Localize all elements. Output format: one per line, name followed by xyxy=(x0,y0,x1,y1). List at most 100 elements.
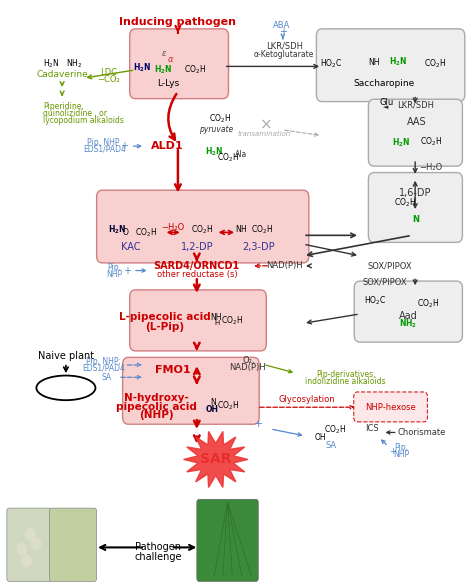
Text: ALD1: ALD1 xyxy=(151,141,183,151)
Text: $\mathbf{H_2N}$: $\mathbf{H_2N}$ xyxy=(389,55,407,68)
Text: other reductase (s): other reductase (s) xyxy=(156,269,237,279)
FancyBboxPatch shape xyxy=(97,190,309,263)
FancyBboxPatch shape xyxy=(130,29,228,99)
Text: −H₂O: −H₂O xyxy=(161,223,184,232)
Text: NH: NH xyxy=(210,313,222,322)
Text: $\mathbf{H_2N}$: $\mathbf{H_2N}$ xyxy=(392,137,410,149)
Text: 2,3-DP: 2,3-DP xyxy=(242,242,274,252)
Text: 1,2-DP: 1,2-DP xyxy=(181,242,213,252)
FancyBboxPatch shape xyxy=(368,99,463,166)
Text: 1,6-DP: 1,6-DP xyxy=(400,188,432,198)
Text: CO$_2$H: CO$_2$H xyxy=(184,64,206,76)
Text: HO$_2$C: HO$_2$C xyxy=(320,57,343,70)
Text: pyruvate: pyruvate xyxy=(199,125,233,134)
Text: Pip-derivatives,: Pip-derivatives, xyxy=(316,370,375,379)
Text: +: + xyxy=(120,141,128,151)
Text: FMO1: FMO1 xyxy=(155,365,191,375)
FancyBboxPatch shape xyxy=(354,392,428,422)
Text: H: H xyxy=(215,320,220,326)
Text: CO$_2$H: CO$_2$H xyxy=(191,223,212,236)
Text: AAS: AAS xyxy=(407,117,427,127)
Text: $\mathbf{H_2N}$: $\mathbf{H_2N}$ xyxy=(109,223,127,236)
Text: Chorismate: Chorismate xyxy=(397,428,446,437)
Text: Pip,: Pip, xyxy=(107,262,121,272)
Text: $\mathbf{N}$: $\mathbf{N}$ xyxy=(411,213,420,225)
FancyBboxPatch shape xyxy=(123,358,259,424)
FancyBboxPatch shape xyxy=(49,508,97,582)
Text: L-Lys: L-Lys xyxy=(157,79,180,88)
Text: Pathogen: Pathogen xyxy=(135,542,181,552)
Text: LKR/SDH: LKR/SDH xyxy=(266,42,303,51)
Text: SOX/PIPOX: SOX/PIPOX xyxy=(362,278,407,287)
Text: +: + xyxy=(279,28,287,38)
Circle shape xyxy=(17,543,27,555)
Text: Naive plant: Naive plant xyxy=(38,350,94,360)
Circle shape xyxy=(31,537,41,549)
Text: No SAR: No SAR xyxy=(45,383,88,393)
Text: Glu: Glu xyxy=(380,98,394,106)
Text: NH$_2$: NH$_2$ xyxy=(66,58,82,71)
Text: CO$_2$H: CO$_2$H xyxy=(420,135,442,148)
Circle shape xyxy=(22,555,31,567)
Text: +: + xyxy=(123,266,131,276)
Text: −H₂O: −H₂O xyxy=(419,163,442,172)
Text: HO$_2$C: HO$_2$C xyxy=(365,295,387,308)
Text: Saccharopine: Saccharopine xyxy=(353,79,414,88)
Text: N: N xyxy=(210,398,216,407)
Text: L-pipecolic acid: L-pipecolic acid xyxy=(119,312,211,322)
Text: KAC: KAC xyxy=(121,242,140,252)
Text: OH: OH xyxy=(206,405,219,414)
Text: SOX/PIPOX: SOX/PIPOX xyxy=(367,261,412,270)
Text: Pip,: Pip, xyxy=(394,443,408,452)
Text: NHP-hexose: NHP-hexose xyxy=(365,403,416,412)
FancyBboxPatch shape xyxy=(354,281,463,342)
Text: CO$_2$H: CO$_2$H xyxy=(394,196,416,209)
Text: Glycosylation: Glycosylation xyxy=(279,395,335,404)
Text: SA: SA xyxy=(102,373,112,382)
Text: $\varepsilon$: $\varepsilon$ xyxy=(161,49,167,58)
Text: NHP: NHP xyxy=(393,450,409,459)
Ellipse shape xyxy=(36,376,95,400)
Text: LKR/SDH: LKR/SDH xyxy=(397,101,434,109)
Text: CO$_2$H: CO$_2$H xyxy=(324,424,346,436)
Text: Inducing pathogen: Inducing pathogen xyxy=(119,18,237,28)
Text: Piperidine,: Piperidine, xyxy=(43,102,84,111)
Text: EDS1/PAD4: EDS1/PAD4 xyxy=(82,364,125,373)
FancyBboxPatch shape xyxy=(7,508,52,582)
FancyBboxPatch shape xyxy=(130,290,266,351)
Text: NHP: NHP xyxy=(106,269,122,279)
Text: lycopodium alkaloids: lycopodium alkaloids xyxy=(43,116,124,125)
Text: ICS: ICS xyxy=(365,425,379,433)
Text: LDC: LDC xyxy=(100,68,117,77)
Text: SA: SA xyxy=(326,441,337,450)
Polygon shape xyxy=(183,432,248,487)
Text: +: + xyxy=(254,419,263,429)
Text: CO$_2$H: CO$_2$H xyxy=(425,57,447,70)
Text: O   CO$_2$H: O CO$_2$H xyxy=(122,226,158,239)
Text: $\mathbf{H_2N}$: $\mathbf{H_2N}$ xyxy=(154,64,172,76)
Text: challenge: challenge xyxy=(134,552,182,562)
FancyBboxPatch shape xyxy=(197,499,258,582)
Text: Cadaverine: Cadaverine xyxy=(36,69,88,79)
Text: Pip, NHP: Pip, NHP xyxy=(88,138,120,147)
Text: Pip, NHP;: Pip, NHP; xyxy=(86,357,121,366)
Text: CO$_2$H: CO$_2$H xyxy=(418,298,439,310)
Text: $\mathbf{NH_2}$: $\mathbf{NH_2}$ xyxy=(399,317,417,330)
Text: (L-Pip): (L-Pip) xyxy=(146,322,185,332)
FancyBboxPatch shape xyxy=(317,29,465,102)
Text: NH  CO$_2$H: NH CO$_2$H xyxy=(235,223,273,236)
Text: +: + xyxy=(390,447,396,456)
Text: quinolizidine , or: quinolizidine , or xyxy=(43,109,107,118)
Text: H$_2$N: H$_2$N xyxy=(43,58,59,71)
Text: indolizidine alkaloids: indolizidine alkaloids xyxy=(305,377,386,386)
Text: CO$_2$H: CO$_2$H xyxy=(217,399,238,412)
Text: N-hydroxy-: N-hydroxy- xyxy=(124,393,189,403)
Text: transamination: transamination xyxy=(238,132,291,138)
Text: $\mathbf{H_2N}$: $\mathbf{H_2N}$ xyxy=(133,62,152,75)
Text: CO$_2$H: CO$_2$H xyxy=(217,152,238,164)
Text: α-Ketoglutarate: α-Ketoglutarate xyxy=(254,50,314,59)
Text: $\alpha$: $\alpha$ xyxy=(167,55,174,64)
Text: CO$_2$H: CO$_2$H xyxy=(210,113,231,125)
Text: Aad: Aad xyxy=(399,311,418,321)
Text: $\times$: $\times$ xyxy=(259,116,272,131)
